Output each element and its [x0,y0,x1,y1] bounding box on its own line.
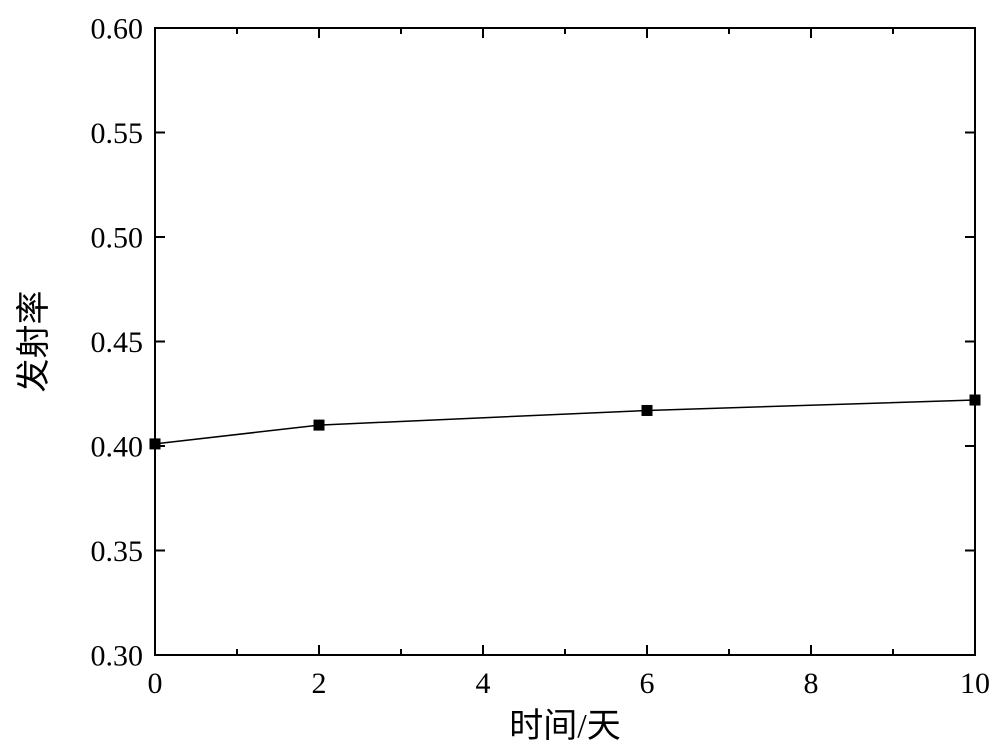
y-tick-label: 0.60 [91,13,144,46]
y-tick-label: 0.50 [91,222,144,255]
x-axis-label: 时间/天 [509,708,620,745]
y-axis-label: 发射率 [15,291,53,393]
y-tick-label: 0.30 [91,640,144,673]
x-tick-label: 0 [148,667,163,700]
chart-container: 0 2 4 6 8 10 0.30 0.35 0.40 0.45 0.50 0.55 0.60 时间/天 发… [0,0,1000,747]
series-marker [150,439,160,449]
x-tick-label: 8 [804,667,819,700]
y-tick-label: 0.45 [91,326,144,359]
y-tick-label: 0.55 [91,117,144,150]
series-marker [970,395,980,405]
series-marker [314,420,324,430]
x-tick-label: 10 [960,667,990,700]
y-tick-label: 0.40 [91,431,144,464]
x-tick-label: 6 [640,667,655,700]
chart-svg: 0 2 4 6 8 10 0.30 0.35 0.40 0.45 0.50 0.55 0.60 时间/天 发… [0,0,1000,747]
series-marker [642,405,652,415]
y-tick-label: 0.35 [91,535,144,568]
x-tick-label: 4 [476,667,491,700]
x-tick-label: 2 [312,667,327,700]
